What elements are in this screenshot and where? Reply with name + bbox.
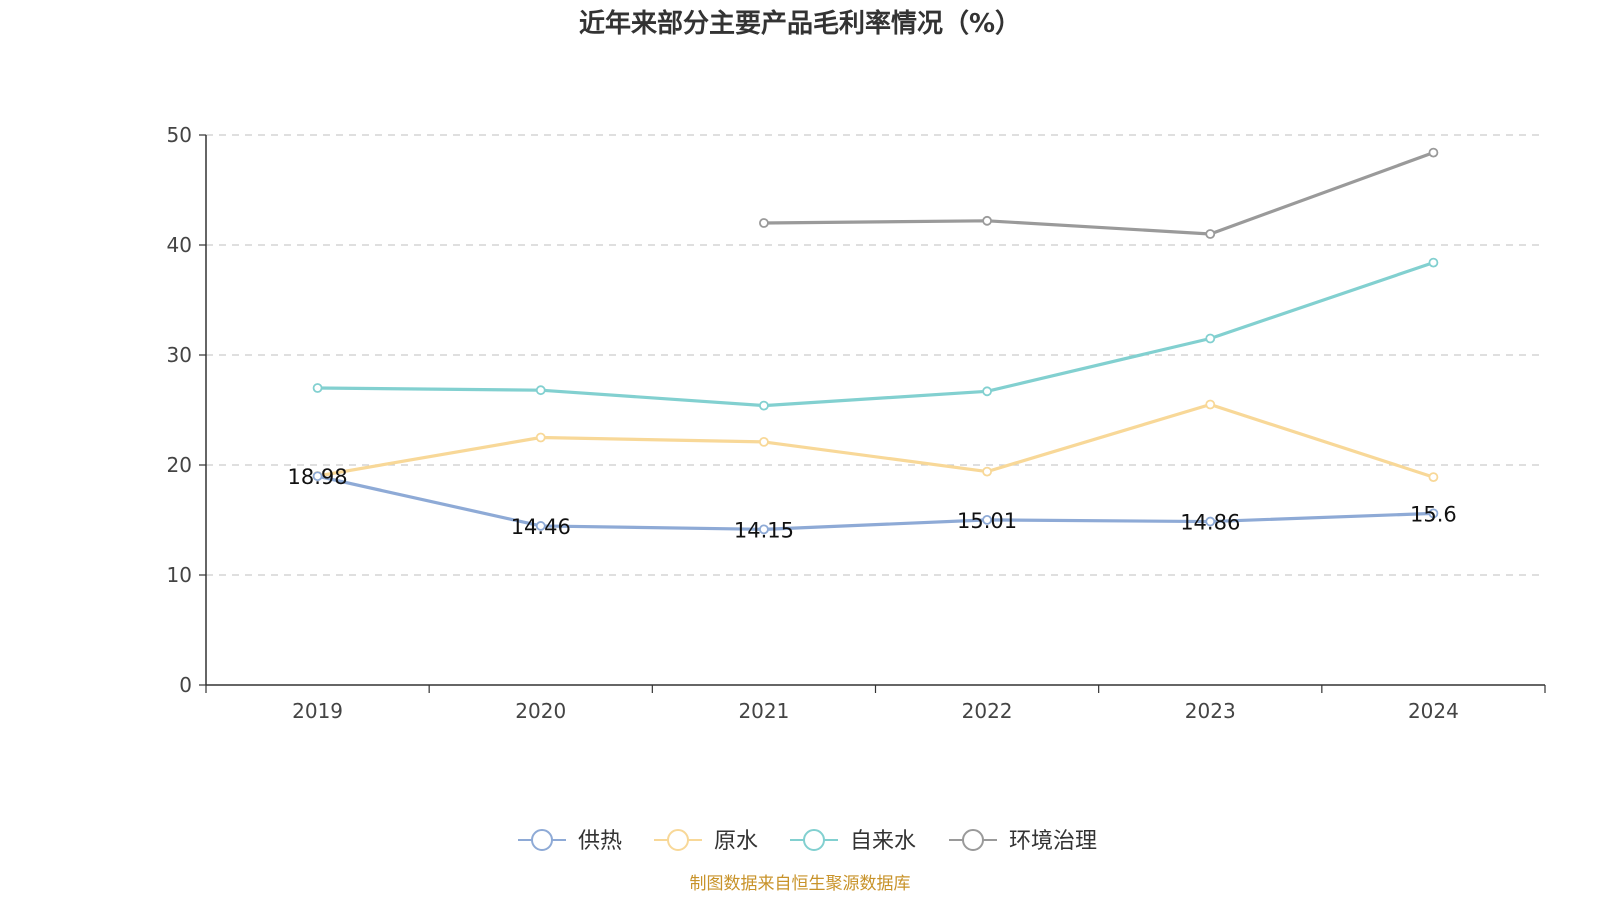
data-label: 18.98 [288, 465, 348, 489]
series-line [315, 402, 1436, 479]
data-point [759, 218, 769, 228]
data-label: 14.15 [734, 518, 794, 542]
legend-label: 原水 [714, 829, 758, 854]
legend-label: 自来水 [850, 829, 916, 854]
data-point [312, 471, 323, 482]
source-note: 制图数据来自恒生聚源数据库 [690, 874, 911, 894]
x-tick-label: 2019 [292, 699, 343, 723]
data-point [759, 436, 769, 447]
legend-marker [803, 829, 825, 851]
data-point [759, 524, 769, 535]
y-tick-label: 30 [167, 343, 192, 367]
series-2 [312, 257, 1439, 411]
data-point [982, 466, 992, 477]
series-1 [312, 399, 1439, 483]
legend-marker [962, 829, 984, 851]
legend-label: 环境治理 [1009, 829, 1097, 854]
y-tick-label: 0 [179, 673, 192, 697]
data-point [982, 386, 992, 397]
data-point [535, 521, 546, 531]
x-tick-label: 2020 [515, 699, 566, 723]
data-point [1205, 333, 1216, 344]
data-label: 15.6 [1410, 502, 1457, 526]
data-point [759, 400, 769, 411]
legend-marker [667, 829, 689, 851]
data-label: 14.86 [1180, 511, 1240, 535]
data-labels: 18.98 14.46 14.15 15.01 14.86 15.6 [288, 465, 1457, 542]
data-point [535, 385, 546, 396]
x-tick-label: 2023 [1185, 699, 1236, 723]
series-line [315, 474, 1436, 531]
data-label: 15.01 [957, 509, 1017, 533]
legend: 供热 原水 自来水 环境治理 [518, 829, 1097, 854]
data-label: 14.46 [511, 515, 571, 539]
legend-marker [531, 829, 553, 851]
series-0 [312, 471, 1439, 535]
series-line [762, 151, 1436, 236]
data-point [1205, 516, 1216, 527]
data-point [1428, 472, 1439, 483]
data-point [1428, 508, 1439, 519]
data-point [1205, 229, 1216, 239]
y-tick-label: 40 [167, 233, 192, 257]
data-point [1428, 147, 1439, 158]
data-point [1428, 257, 1439, 268]
x-tick-label: 2024 [1408, 699, 1459, 723]
series-line [315, 261, 1436, 408]
data-point [312, 383, 323, 393]
x-tick-label: 2021 [738, 699, 789, 723]
legend-item: 原水 [654, 829, 758, 854]
legend-item: 环境治理 [949, 829, 1097, 854]
series-3 [759, 147, 1439, 239]
axes: 0 10 20 30 40 50 2019 2020 2021 2022 2023 2024 [167, 123, 1546, 723]
data-point [982, 215, 992, 226]
legend-label: 供热 [578, 829, 622, 854]
legend-item: 供热 [518, 829, 622, 854]
data-point [982, 514, 992, 525]
data-point [1205, 399, 1216, 410]
data-point [535, 432, 546, 443]
x-tick-label: 2022 [962, 699, 1013, 723]
series-layer [312, 147, 1439, 535]
grid-lines [206, 134, 1545, 576]
y-tick-label: 10 [167, 563, 192, 587]
chart-title: 近年来部分主要产品毛利率情况（%） [579, 8, 1021, 39]
y-tick-label: 50 [167, 123, 192, 147]
legend-item: 自来水 [790, 829, 916, 854]
y-tick-label: 20 [167, 453, 192, 477]
